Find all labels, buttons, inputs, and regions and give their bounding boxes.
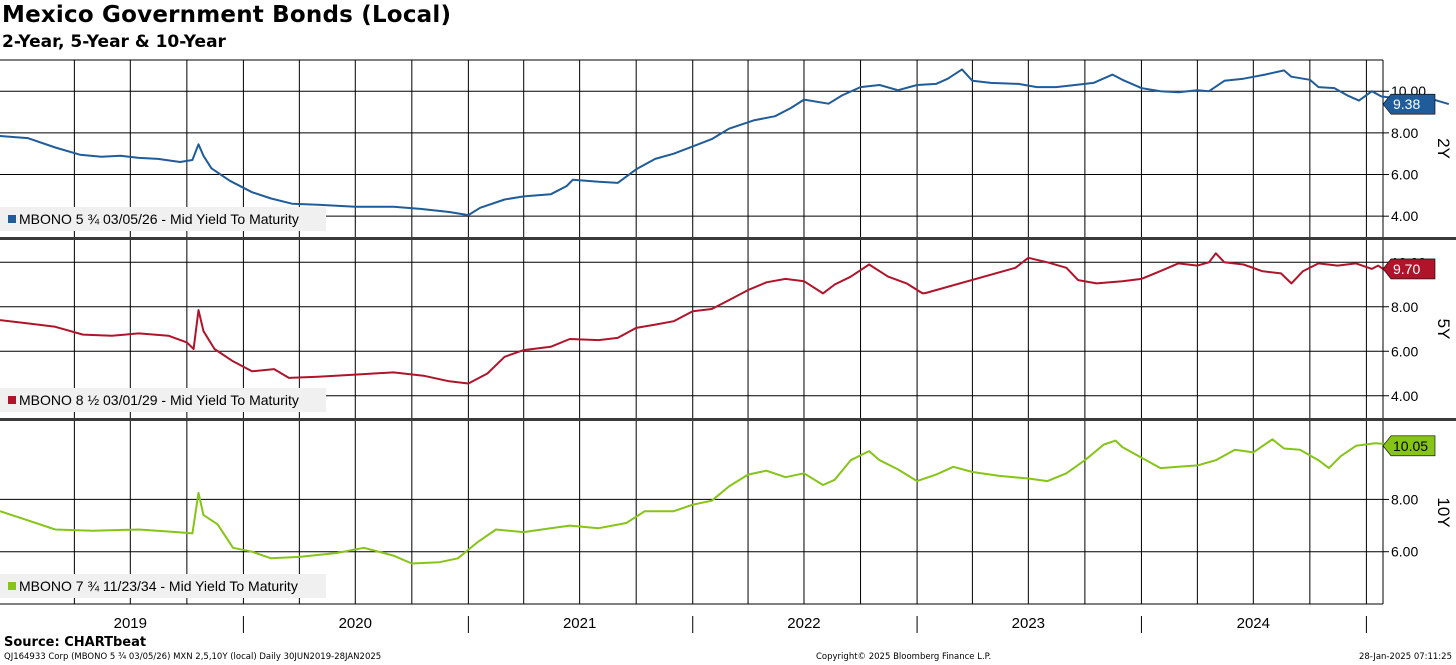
source-label: Source: CHARTbeat (4, 635, 147, 650)
last-value-label: 10.05 (1393, 438, 1428, 454)
chart-title: Mexico Government Bonds (Local) (2, 2, 452, 28)
x-tick-label: 2021 (563, 615, 596, 632)
x-tick-label: 2023 (1012, 615, 1045, 632)
y-tick-label: 6.00 (1391, 343, 1418, 359)
legend-swatch (8, 582, 16, 590)
series-line-2y (0, 68, 1450, 217)
chart-subtitle: 2-Year, 5-Year & 10-Year (2, 32, 226, 52)
panel-label: 5Y (1434, 319, 1453, 340)
legend-swatch (8, 215, 16, 223)
footer-copyright: Copyright© 2025 Bloomberg Finance L.P. (816, 652, 992, 662)
y-tick-label: 8.00 (1391, 299, 1418, 315)
legend-swatch (8, 396, 16, 404)
y-tick-label: 6.00 (1391, 544, 1418, 560)
legend-box (0, 574, 326, 598)
y-tick-label: 6.00 (1391, 167, 1418, 183)
y-tick-label: 8.00 (1391, 491, 1418, 507)
legend-box (0, 207, 326, 231)
panel-label: 10Y (1434, 497, 1453, 527)
series-line-10y (0, 435, 1434, 565)
x-tick-label: 2024 (1237, 615, 1270, 632)
footer-timestamp: 28-Jan-2025 07:11:25 (1358, 652, 1452, 662)
legend-label: MBONO 5 ¾ 03/05/26 - Mid Yield To Maturi… (19, 211, 299, 227)
last-value-badge (1382, 93, 1436, 115)
footer-ticker-info: QJ164933 Corp (MBONO 5 ¾ 03/05/26) MXN 2… (4, 652, 382, 662)
legend-box (0, 388, 326, 412)
x-tick-label: 2022 (787, 615, 820, 632)
x-tick-label: 2019 (114, 615, 147, 632)
x-tick-label: 2020 (339, 615, 372, 632)
last-value-badge (1382, 435, 1436, 457)
y-tick-label: 8.00 (1391, 125, 1418, 141)
panel-label: 2Y (1434, 138, 1453, 159)
last-value-label: 9.38 (1393, 96, 1420, 112)
y-tick-label: 4.00 (1391, 388, 1418, 404)
legend-label: MBONO 7 ¾ 11/23/34 - Mid Yield To Maturi… (19, 578, 298, 594)
last-value-badge (1382, 258, 1436, 280)
legend-label: MBONO 8 ½ 03/01/29 - Mid Yield To Maturi… (19, 392, 299, 408)
series-line-5y (0, 252, 1384, 385)
y-tick-label: 4.00 (1391, 208, 1418, 224)
last-value-label: 9.70 (1393, 261, 1420, 277)
